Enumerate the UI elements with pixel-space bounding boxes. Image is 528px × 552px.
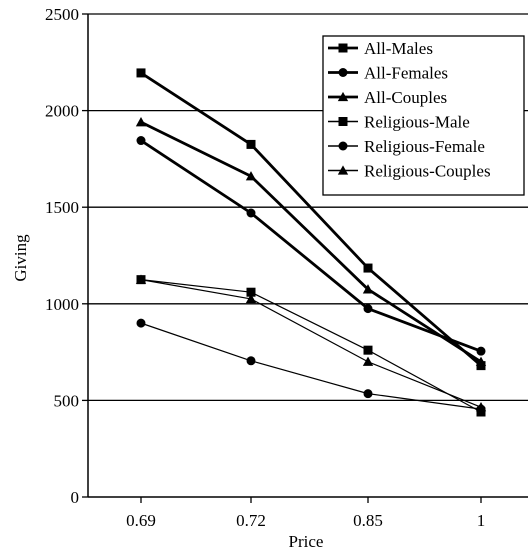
data-point — [246, 139, 256, 149]
data-point — [136, 68, 146, 78]
legend-label: Religious-Female — [364, 137, 485, 156]
legend-marker — [337, 165, 349, 175]
series-line — [140, 279, 482, 408]
data-point — [363, 345, 373, 355]
x-tick-label: 1 — [477, 511, 486, 530]
y-tick-label: 0 — [71, 488, 80, 507]
data-point — [475, 401, 487, 412]
data-point — [246, 356, 256, 366]
data-point — [363, 304, 373, 314]
y-axis-ticks: 0 500 1000 1500 2000 2500 — [45, 5, 88, 507]
legend-item: Religious-Male — [328, 113, 470, 132]
y-tick-label: 2000 — [45, 102, 79, 121]
data-point — [246, 208, 256, 218]
series-religious-male — [136, 275, 486, 417]
series-group — [135, 68, 487, 417]
legend-marker — [338, 68, 348, 77]
x-axis-title: Price — [289, 532, 324, 551]
data-point — [245, 171, 257, 181]
y-tick-label: 1500 — [45, 198, 79, 217]
legend-marker — [337, 91, 349, 102]
legend-item: All-Males — [328, 39, 433, 58]
legend-marker — [338, 117, 348, 126]
series-line — [140, 120, 482, 363]
x-tick-label: 0.72 — [236, 511, 266, 530]
legend: All-Males All-Females All-Couples Religious… — [322, 35, 525, 196]
data-point — [362, 284, 374, 294]
data-point — [136, 136, 146, 146]
series-all-couples — [135, 117, 487, 366]
legend-item: Religious-Couples — [328, 162, 491, 181]
x-tick-label: 0.69 — [126, 511, 156, 530]
legend-label: Religious-Male — [364, 113, 470, 132]
legend-label: Religious-Couples — [364, 162, 491, 181]
series-line — [140, 322, 482, 410]
legend-label: All-Females — [364, 64, 448, 83]
legend-item: Religious-Female — [328, 137, 485, 156]
legend-box — [322, 35, 525, 196]
legend-item: All-Females — [328, 64, 448, 83]
data-point — [363, 263, 373, 273]
x-tick-label: 0.85 — [353, 511, 383, 530]
x-axis-ticks: 0.69 0.72 0.85 1 — [126, 497, 485, 530]
data-point — [475, 356, 487, 366]
data-point — [476, 346, 486, 356]
data-point — [136, 318, 146, 328]
data-point — [362, 356, 374, 366]
legend-marker — [338, 43, 348, 53]
y-tick-label: 1000 — [45, 295, 79, 314]
series-all-females — [136, 136, 486, 356]
data-point — [135, 117, 147, 127]
series-line — [140, 139, 482, 353]
data-point — [245, 293, 257, 304]
data-point — [135, 274, 147, 284]
axes — [87, 14, 528, 498]
data-point — [246, 287, 256, 297]
legend-item: All-Couples — [328, 88, 447, 107]
y-tick-label: 2500 — [45, 5, 79, 24]
legend-label: All-Couples — [364, 88, 447, 107]
series-line — [140, 71, 482, 367]
y-tick-label: 500 — [54, 391, 80, 410]
legend-label: All-Males — [364, 39, 433, 58]
y-axis-title: Giving — [11, 234, 30, 282]
legend-marker — [338, 141, 348, 151]
data-point — [363, 389, 373, 399]
series-religious-couples — [135, 274, 487, 412]
series-line — [140, 279, 482, 413]
